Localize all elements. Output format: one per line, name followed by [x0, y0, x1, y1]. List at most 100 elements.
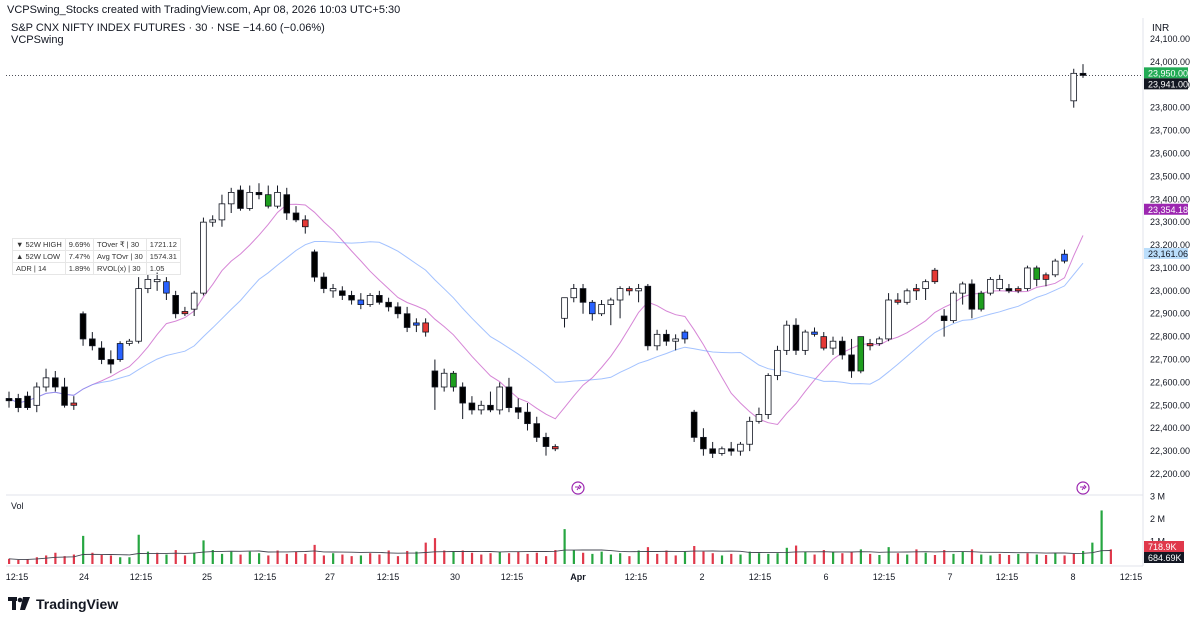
candle-body [663, 333, 670, 342]
candle-body [987, 278, 994, 294]
x-tick-label: 12:15 [130, 572, 153, 582]
candle-body [339, 290, 346, 296]
candle-body [403, 313, 411, 328]
volume-bar [1100, 510, 1103, 564]
volume-bar [730, 553, 733, 564]
candle-body [144, 278, 152, 289]
volume-bar [82, 535, 85, 564]
candle-body [829, 340, 837, 349]
candle-body [690, 411, 698, 438]
stats-row: ▲ 52W LOW 7.47% Avg TOvr | 30 1574.31 [12, 250, 181, 263]
price-tag-label: 23,950.00 [1148, 68, 1188, 78]
candle-body [524, 411, 531, 425]
volume-bar [193, 552, 196, 564]
x-tick-label: 7 [947, 572, 952, 582]
volume-bar [943, 550, 946, 564]
volume-bar [785, 547, 788, 564]
y-tick-label: 23,200.00 [1150, 240, 1190, 250]
volume-bar [174, 550, 177, 564]
candle-body [857, 336, 865, 372]
price-tag [1144, 67, 1188, 79]
volume-bar [906, 554, 909, 564]
candle-body [644, 285, 652, 347]
candle-body [107, 359, 115, 365]
x-tick-label: 12:15 [1120, 572, 1143, 582]
volume-bar [693, 546, 696, 564]
y-tick-label: 23,300.00 [1150, 217, 1190, 227]
volume-bar [720, 555, 724, 564]
volume-bar [1091, 542, 1094, 564]
volume-bar [396, 556, 400, 564]
volume-bar [545, 556, 548, 564]
volume-bar [952, 553, 955, 564]
volume-bar [841, 553, 844, 564]
y-tick-label: 22,200.00 [1150, 469, 1190, 479]
candle-body [607, 299, 615, 305]
y-tick-label: 23,700.00 [1150, 126, 1190, 136]
candle-body [163, 281, 170, 294]
stats-cell: 1574.31 [145, 250, 181, 263]
y-tick-label: 22,400.00 [1150, 423, 1190, 433]
candle-body [820, 336, 828, 349]
candle-body [866, 343, 874, 347]
stats-table: ▼ 52W HIGH 9.69% TOver ₹ | 30 1721.12 ▲ … [12, 238, 181, 275]
volume-bar [480, 554, 483, 564]
volume-bar [887, 547, 890, 564]
volume-bar [915, 549, 918, 564]
y-tick-label: 23,000.00 [1150, 286, 1190, 296]
candle-body [1014, 288, 1022, 292]
x-tick-label: 8 [1070, 572, 1075, 582]
candle-body [783, 324, 790, 351]
stats-row: ADR | 14 1.89% RVOL(x) | 30 1.05 [12, 262, 181, 275]
volume-bar [156, 552, 159, 564]
candle-body [264, 194, 272, 207]
y-tick-label: 22,800.00 [1150, 332, 1190, 342]
volume-bar [582, 552, 585, 564]
stats-cell: ADR | 14 [12, 262, 66, 275]
volume-average-line [8, 549, 1111, 560]
candle-body [135, 288, 142, 342]
volume-bar [1082, 550, 1085, 564]
candle-body [468, 402, 476, 411]
candle-body [357, 299, 365, 305]
candle-body [477, 404, 485, 411]
candle-body [413, 322, 420, 326]
stats-cell: RVOL(x) | 30 [93, 262, 147, 275]
volume-bar [406, 550, 409, 564]
candle-body [450, 372, 457, 388]
candle-body [89, 338, 96, 347]
volume-bar [507, 553, 511, 564]
volume-bar [600, 551, 603, 564]
indicator-name: VCPSwing [11, 34, 64, 46]
candle-body [551, 446, 559, 450]
volume-bar [989, 555, 992, 564]
volume-value-tag [1144, 552, 1184, 563]
candle-body [274, 191, 281, 207]
candle-body [718, 448, 726, 454]
candle-body [311, 251, 318, 278]
candle-body [79, 313, 87, 340]
x-tick-label: 12:15 [254, 572, 277, 582]
volume-bar [980, 554, 983, 564]
y-tick-label: 22,900.00 [1150, 309, 1190, 319]
y-tick-label: 22,300.00 [1150, 446, 1190, 456]
volume-tick-label: 2 M [1150, 514, 1165, 524]
candle-body [681, 331, 689, 340]
candle-body [1005, 288, 1013, 292]
volume-bar [767, 553, 770, 564]
volume-bar [341, 554, 344, 564]
volume-bar [665, 550, 668, 564]
volume-bar [563, 529, 566, 564]
candle-body [200, 221, 207, 294]
tradingview-logo[interactable]: TradingView [8, 596, 118, 612]
volume-bar [257, 553, 261, 564]
volume-bar [359, 555, 363, 564]
volume-bar [322, 555, 325, 564]
volume-bar [470, 552, 474, 564]
candle-body [542, 436, 550, 447]
volume-bar [1007, 555, 1011, 564]
volume-bar [304, 553, 307, 564]
stats-cell: 1.05 [145, 262, 181, 275]
candle-body [52, 377, 59, 388]
